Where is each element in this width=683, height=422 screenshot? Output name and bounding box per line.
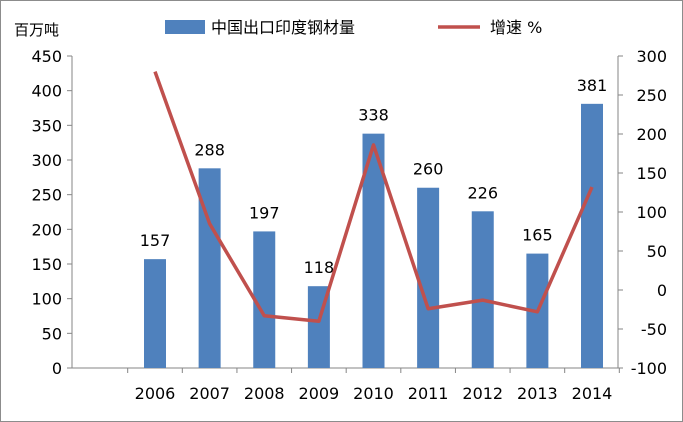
legend-line-label: 增速 % xyxy=(490,18,542,37)
bar-value-labels: 157 288 197 118 338 260 226 165 381 xyxy=(140,76,608,277)
x-tick-label: 2010 xyxy=(353,384,394,403)
right-tick-label: -100 xyxy=(631,359,667,378)
x-tick-label: 2014 xyxy=(572,384,613,403)
bar xyxy=(144,259,166,368)
x-axis-ticks: 2006 2007 2008 2009 2010 2011 2012 2013 2014 xyxy=(127,368,620,403)
growth-line xyxy=(153,71,594,323)
right-tick-label: 0 xyxy=(657,281,667,300)
bar xyxy=(198,168,221,368)
x-tick-label: 2006 xyxy=(135,384,176,403)
left-tick-label: 200 xyxy=(31,220,62,239)
x-tick-label: 2011 xyxy=(408,384,449,403)
bar-series xyxy=(144,103,603,368)
bar xyxy=(253,231,276,368)
right-axis-ticks: -100 -50 0 50 100 150 200 250 300 xyxy=(618,47,667,378)
left-axis-ticks: 0 50 100 150 200 250 300 350 400 450 xyxy=(31,47,72,378)
legend-bar-swatch xyxy=(165,20,205,34)
bar-value-label: 260 xyxy=(413,160,444,179)
left-tick-label: 400 xyxy=(31,82,62,101)
x-tick-label: 2007 xyxy=(189,384,230,403)
bar-value-label: 288 xyxy=(194,140,225,159)
bar-value-label: 197 xyxy=(249,203,280,222)
bar xyxy=(471,211,494,368)
left-tick-label: 300 xyxy=(31,151,62,170)
bar-value-label: 165 xyxy=(522,226,553,245)
left-tick-label: 150 xyxy=(31,255,62,274)
x-tick-label: 2012 xyxy=(462,384,503,403)
bar-value-label: 226 xyxy=(467,183,498,202)
legend-bar-label: 中国出口印度钢材量 xyxy=(211,18,355,37)
x-tick-label: 2009 xyxy=(299,384,340,403)
right-tick-label: 300 xyxy=(636,47,667,66)
right-tick-label: 250 xyxy=(636,86,667,105)
right-tick-label: 150 xyxy=(636,164,667,183)
left-tick-label: 100 xyxy=(31,290,62,309)
bar-value-label: 338 xyxy=(358,106,389,125)
bar-value-label: 157 xyxy=(140,231,171,250)
left-tick-label: 50 xyxy=(42,324,62,343)
bar xyxy=(581,103,603,368)
bar xyxy=(417,187,440,368)
left-tick-label: 0 xyxy=(52,359,62,378)
x-tick-label: 2008 xyxy=(244,384,285,403)
left-tick-label: 450 xyxy=(31,47,62,66)
right-tick-label: -50 xyxy=(641,320,667,339)
bar-value-label: 118 xyxy=(304,258,335,277)
left-tick-label: 350 xyxy=(31,116,62,135)
bar xyxy=(362,133,385,368)
line-series xyxy=(153,71,594,323)
left-tick-label: 250 xyxy=(31,186,62,205)
right-tick-label: 200 xyxy=(636,125,667,144)
right-tick-label: 100 xyxy=(636,203,667,222)
right-tick-label: 50 xyxy=(647,242,667,261)
x-tick-label: 2013 xyxy=(517,384,558,403)
legend: 中国出口印度钢材量 增速 % xyxy=(165,18,542,37)
left-axis-title: 百万吨 xyxy=(14,21,59,39)
bar-value-label: 381 xyxy=(577,76,608,95)
